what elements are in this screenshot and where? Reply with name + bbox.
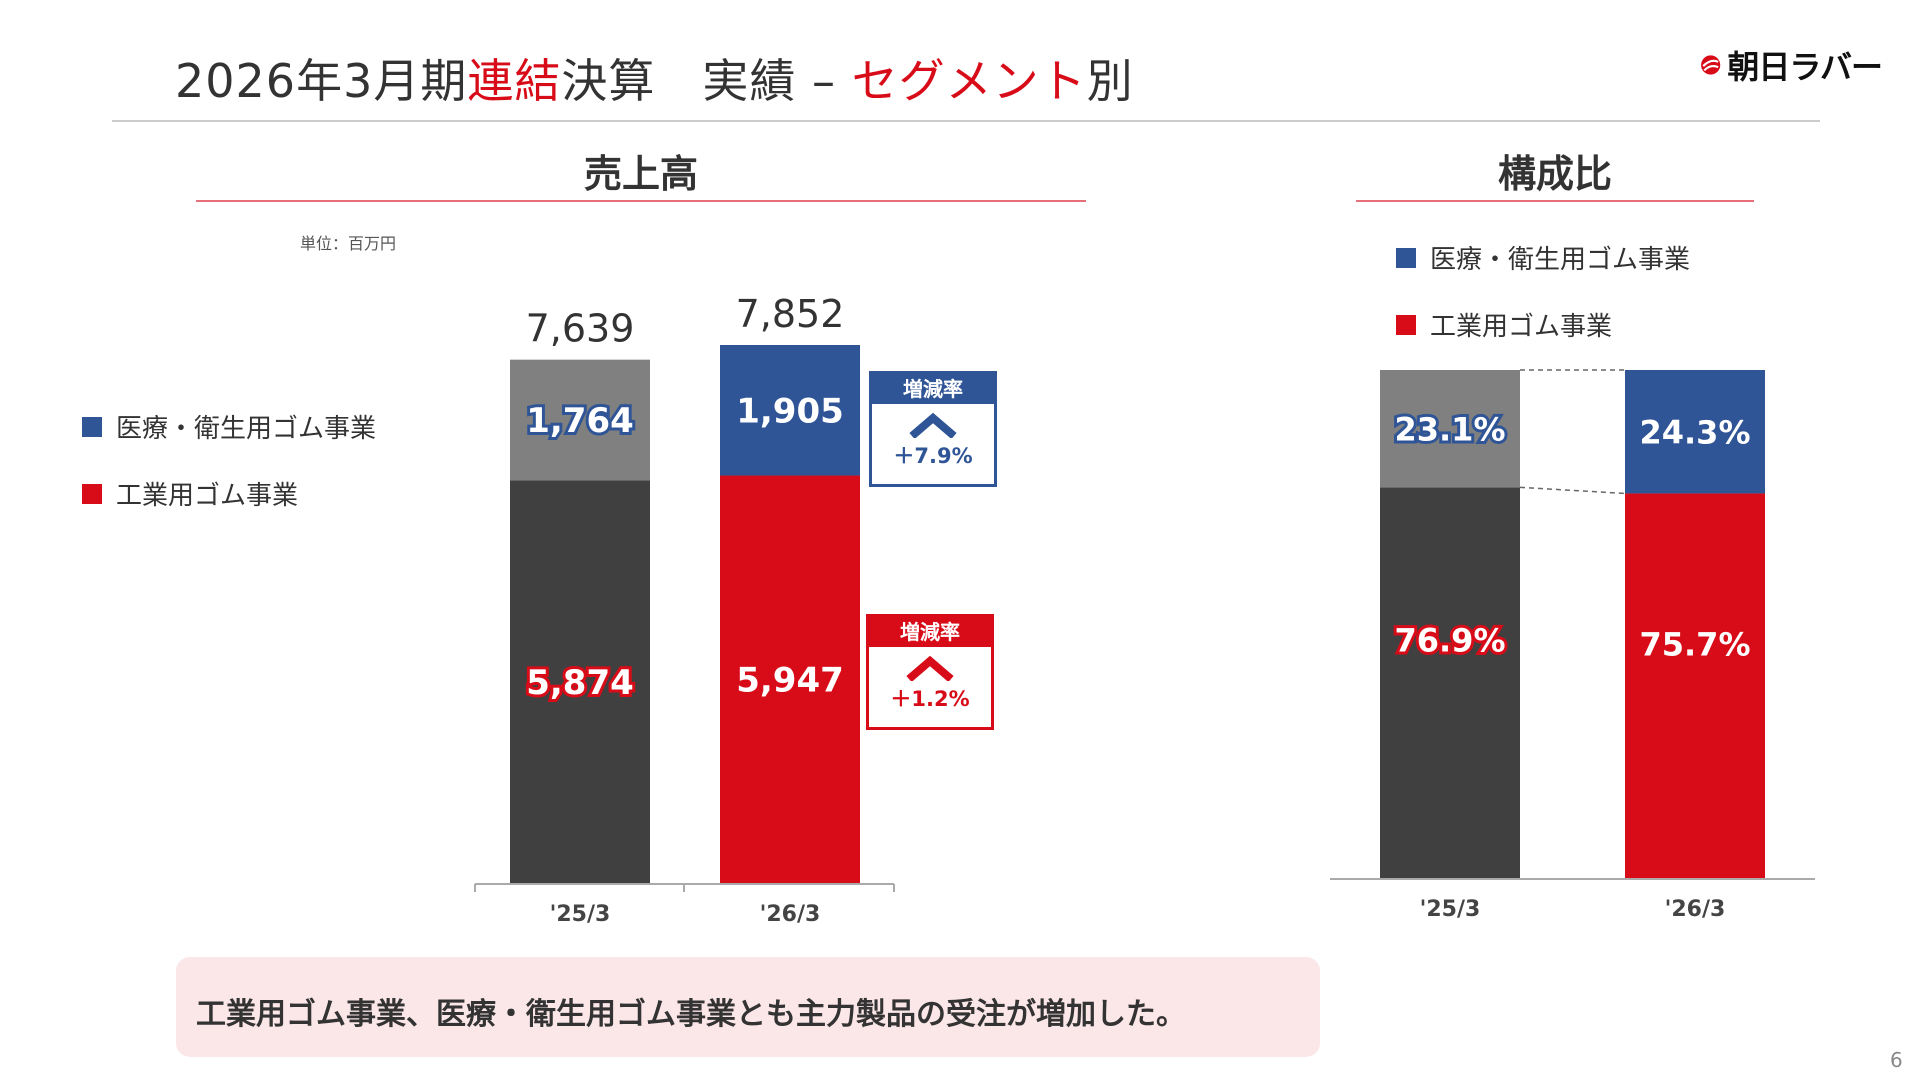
sales-category-label: '25/3 <box>550 902 611 927</box>
increase-arrow-icon <box>909 412 957 438</box>
comp-label-industrial: 76.9% <box>1394 622 1505 660</box>
composition-section-title: 構成比 <box>1497 152 1612 196</box>
change-box-industrial-label: 増減率 <box>869 617 991 647</box>
comp-bar-medical <box>1625 370 1765 494</box>
company-logo: 朝日ラバー <box>1700 40 1883 90</box>
comp-bar-industrial <box>1380 487 1520 878</box>
comp-legend-industrial: 工業用ゴム事業 <box>1396 306 1612 343</box>
composition-section-rule <box>1356 200 1754 202</box>
change-box-industrial-value: ＋1.2% <box>890 687 970 711</box>
title-part-consolidated: 連結 <box>467 54 562 108</box>
legend-medical: 医療・衛生用ゴム事業 <box>82 408 376 445</box>
sales-category-label: '26/3 <box>760 902 821 927</box>
legend-industrial-label: 工業用ゴム事業 <box>116 481 299 511</box>
sales-total-label: 7,852 <box>736 292 845 336</box>
legend-medical-label: 医療・衛生用ゴム事業 <box>116 414 377 444</box>
comp-label-medical: 23.1% <box>1394 411 1505 449</box>
comp-bar-industrial <box>1625 493 1765 878</box>
change-box-industrial: 増減率 ＋1.2% <box>866 614 994 730</box>
sales-bar-medical <box>510 359 650 481</box>
page-title: 2026年3月期連結決算 実績 – セグメント別 <box>175 45 1134 111</box>
logo-mark-icon <box>1701 55 1721 75</box>
title-part-results: 決算 実績 – <box>561 54 852 108</box>
sales-label-industrial: 5,947 <box>736 660 844 700</box>
comp-legend-medical-label: 医療・衛生用ゴム事業 <box>1430 245 1691 275</box>
page-number: 6 <box>1890 1048 1903 1072</box>
comp-label-industrial: 75.7% <box>1639 625 1750 663</box>
logo-text: 朝日ラバー <box>1727 48 1883 86</box>
comp-category-label: '25/3 <box>1420 897 1481 922</box>
sales-section-rule <box>196 200 1086 202</box>
comp-legend-industrial-label: 工業用ゴム事業 <box>1430 312 1613 342</box>
title-divider <box>112 120 1820 122</box>
change-box-medical-label: 増減率 <box>872 374 994 404</box>
comp-legend-medical-swatch <box>1396 247 1416 268</box>
legend-industrial: 工業用ゴム事業 <box>82 475 298 512</box>
summary-note-text: 工業用ゴム事業、医療・衛生用ゴム事業とも主力製品の受注が増加した。 <box>196 997 1186 1032</box>
comp-label-medical: 24.3% <box>1639 414 1750 452</box>
title-part-period: 2026年3月期 <box>175 54 468 108</box>
sales-label-industrial: 5,874 <box>526 663 634 703</box>
comp-category-label: '26/3 <box>1665 897 1726 922</box>
sales-label-medical: 1,764 <box>526 401 634 441</box>
sales-bar-industrial <box>720 475 860 883</box>
increase-arrow-icon <box>906 655 954 681</box>
legend-industrial-swatch <box>82 483 102 504</box>
legend-medical-swatch <box>82 416 102 437</box>
title-part-suffix: 別 <box>1086 54 1134 108</box>
comp-legend-medical: 医療・衛生用ゴム事業 <box>1396 239 1690 276</box>
comp-connector-mid <box>1519 486 1626 495</box>
title-part-segment: セグメント <box>851 54 1087 108</box>
change-box-medical-value: ＋7.9% <box>893 444 973 468</box>
comp-legend-industrial-swatch <box>1396 314 1416 335</box>
sales-section-title: 売上高 <box>583 152 698 196</box>
change-box-medical: 増減率 ＋7.9% <box>869 371 997 487</box>
sales-bar-medical <box>720 345 860 476</box>
sales-label-medical: 1,905 <box>736 391 844 431</box>
summary-note: 工業用ゴム事業、医療・衛生用ゴム事業とも主力製品の受注が増加した。 <box>176 957 1320 1057</box>
sales-total-label: 7,639 <box>526 307 635 351</box>
sales-bar-industrial <box>510 480 650 883</box>
unit-label: 単位：百万円 <box>300 234 397 253</box>
comp-bar-medical <box>1380 370 1520 488</box>
